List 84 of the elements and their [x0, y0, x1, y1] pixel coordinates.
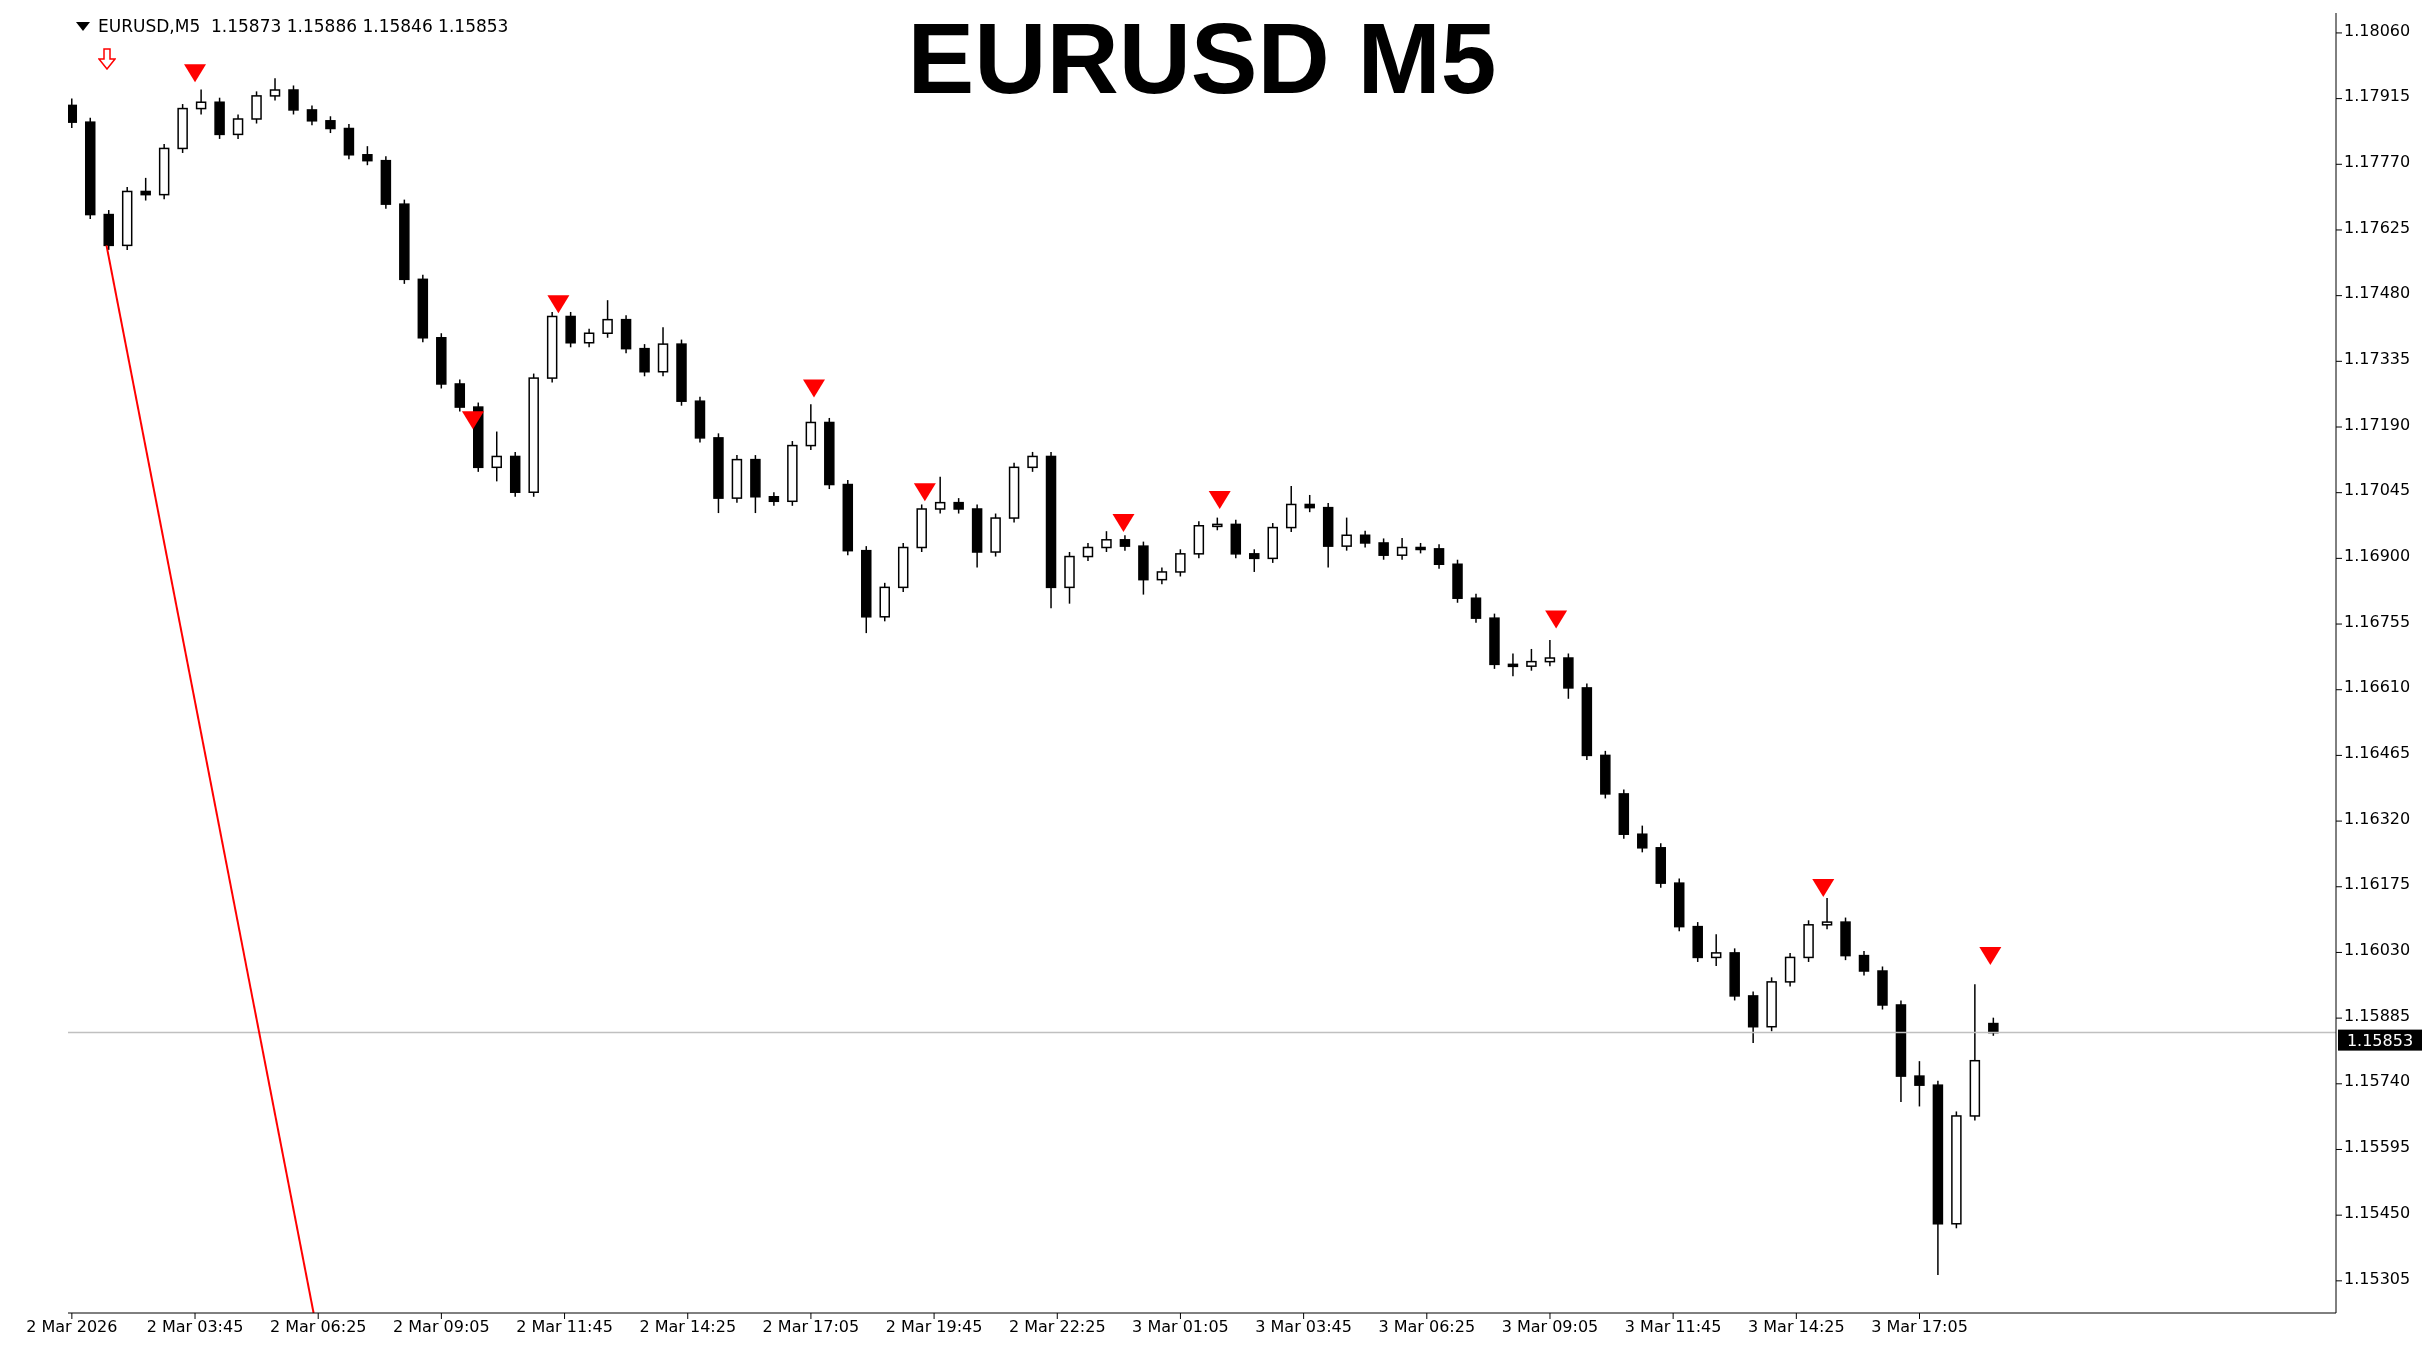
- candlestick: [1544, 639, 1556, 667]
- y-tick-label: 1.15740: [2344, 1071, 2411, 1091]
- candlestick: [1637, 824, 1648, 854]
- annotation: EURUSD,M5 1.15873 1.15886 1.15846 1.15853: [98, 16, 509, 36]
- point: [461, 411, 484, 430]
- point: [1112, 514, 1135, 533]
- x-tick-label: 3 Mar 14:25: [1748, 1317, 1845, 1337]
- y-tick-label: 1.17625: [2344, 217, 2411, 237]
- x-tick-label: 3 Mar 06:25: [1378, 1317, 1476, 1337]
- x-tick-label: 2 Mar 06:25: [269, 1317, 367, 1337]
- candlestick: [1988, 1016, 1999, 1037]
- y-tick-label: 1.17480: [2344, 283, 2411, 303]
- candlestick: [1470, 592, 1482, 624]
- y-tick-label: 1.16465: [2344, 743, 2411, 763]
- y-tick-label: 1.16755: [2344, 611, 2411, 631]
- y-tick-label: 1.16610: [2344, 677, 2411, 697]
- y-tick-label: 1.17045: [2344, 480, 2411, 500]
- candlestick: [639, 343, 650, 378]
- y-tick-label: 1.16320: [2344, 808, 2411, 828]
- ref-line-label: 1.15853: [2346, 1030, 2414, 1050]
- y-tick-label: 1.15450: [2344, 1202, 2411, 1222]
- candlestick: [1341, 516, 1352, 552]
- candlestick: [68, 97, 78, 129]
- y-tick-label: 1.15885: [2344, 1005, 2411, 1025]
- y-tick-label: 1.15305: [2344, 1268, 2411, 1288]
- candlestick: [1821, 897, 1833, 931]
- candlestick: [934, 476, 946, 515]
- candlestick: [1175, 548, 1186, 578]
- y-tick-label: 1.17190: [2344, 414, 2411, 434]
- candlestick: [1396, 537, 1408, 561]
- point: [1979, 947, 2002, 966]
- x-tick-label: 3 Mar 01:05: [1132, 1317, 1229, 1337]
- y-tick-label: 1.15595: [2344, 1137, 2411, 1157]
- candlestick: [1433, 543, 1445, 570]
- candlestick: [1249, 548, 1260, 573]
- point: [1812, 879, 1835, 898]
- x-tick-label: 2 Mar 2026: [26, 1317, 118, 1337]
- y-tick-label: 1.18060: [2344, 20, 2411, 40]
- y-tick-label: 1.16030: [2344, 940, 2411, 960]
- candlestick: [805, 403, 817, 451]
- y-tick-label: 1.17770: [2344, 151, 2411, 171]
- point: [184, 64, 207, 83]
- candlestick: [362, 145, 373, 166]
- candlestick: [269, 77, 281, 102]
- y-tick-label: 1.16900: [2344, 546, 2411, 566]
- candlestick: [1101, 530, 1112, 553]
- x-tick-label: 3 Mar 11:45: [1624, 1317, 1722, 1337]
- x-tick-label: 2 Mar 17:05: [762, 1317, 860, 1337]
- x-tick-label: 3 Mar 17:05: [1871, 1317, 1968, 1337]
- candlestick: [195, 88, 207, 116]
- point: [802, 379, 825, 398]
- x-tick-label: 2 Mar 19:45: [885, 1317, 983, 1337]
- point: [547, 295, 570, 314]
- candlestick: [602, 299, 613, 339]
- candlestick: [1027, 451, 1038, 473]
- candlestick: [583, 327, 595, 349]
- x-tick-label: 2 Mar 09:05: [393, 1317, 490, 1337]
- candlestick: [1082, 542, 1094, 562]
- point: [1208, 490, 1231, 509]
- candlestick: [1858, 950, 1870, 977]
- x-tick-label: 2 Mar 11:45: [516, 1317, 613, 1337]
- candlestick: [251, 90, 262, 125]
- y-tick-label: 1.17915: [2344, 86, 2411, 106]
- x-tick-label: 2 Mar 14:25: [639, 1317, 737, 1337]
- candlestick: [306, 104, 318, 127]
- candlestick: [288, 84, 299, 116]
- y-tick-label: 1.17335: [2344, 349, 2411, 369]
- point: [913, 483, 936, 502]
- candlestick: [1378, 537, 1389, 561]
- x-tick-label: 3 Mar 09:05: [1501, 1317, 1599, 1337]
- candlestick: [1914, 1060, 1925, 1108]
- point: [1545, 610, 1568, 629]
- candlestick: [140, 177, 151, 202]
- chart-title: EURUSD M5: [907, 2, 1497, 114]
- candlestick: [232, 113, 244, 140]
- x-tick-label: 2 Mar 03:45: [146, 1317, 244, 1337]
- candlestick: [1285, 485, 1297, 533]
- candlestick: [1710, 933, 1722, 967]
- candlestick: [1526, 648, 1537, 672]
- y-tick-label: 1.16175: [2344, 874, 2411, 894]
- x-tick-label: 3 Mar 03:45: [1255, 1317, 1352, 1337]
- candlestick: [491, 430, 502, 483]
- x-tick-label: 2 Mar 22:25: [1008, 1317, 1106, 1337]
- candlestick: [454, 378, 466, 413]
